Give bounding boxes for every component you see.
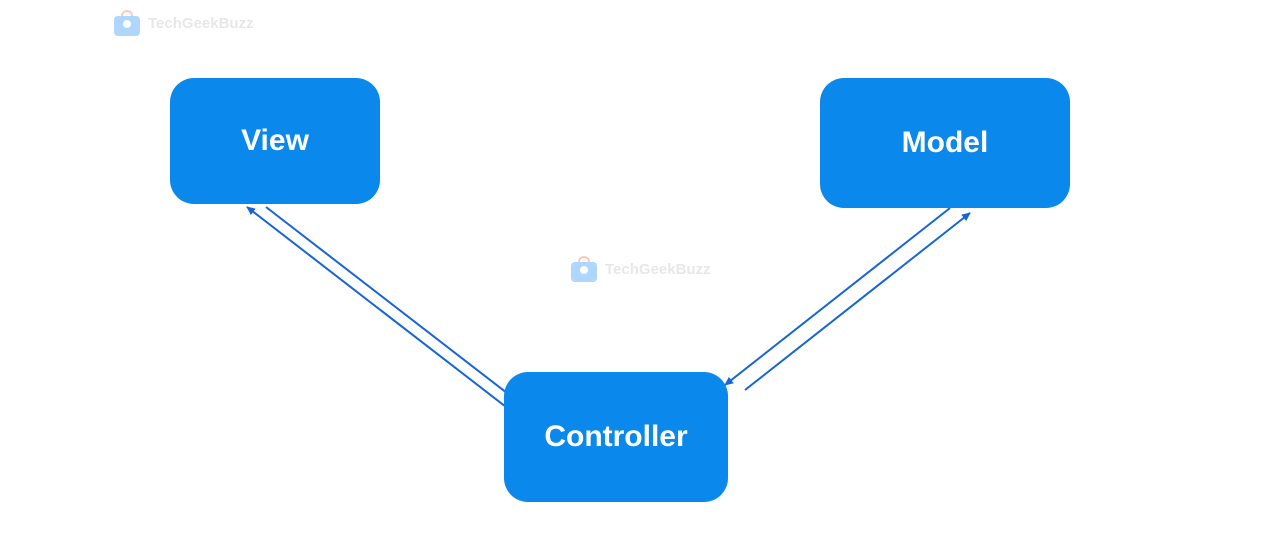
edge-view-controller bbox=[266, 207, 529, 410]
node-label: Controller bbox=[544, 420, 687, 454]
node-model: Model bbox=[820, 78, 1070, 208]
edge-model-controller bbox=[725, 208, 950, 385]
node-view: View bbox=[170, 78, 380, 204]
edge-controller-model bbox=[745, 213, 970, 390]
logo-icon bbox=[112, 10, 142, 36]
node-label: Model bbox=[902, 126, 989, 160]
watermark: TechGeekBuzz bbox=[569, 256, 711, 282]
edge-controller-view bbox=[247, 207, 510, 410]
node-label: View bbox=[241, 124, 309, 158]
watermark: TechGeekBuzz bbox=[112, 10, 254, 36]
node-controller: Controller bbox=[504, 372, 728, 502]
logo-icon bbox=[569, 256, 599, 282]
watermark-text: TechGeekBuzz bbox=[148, 15, 254, 32]
watermark-text: TechGeekBuzz bbox=[605, 261, 711, 278]
